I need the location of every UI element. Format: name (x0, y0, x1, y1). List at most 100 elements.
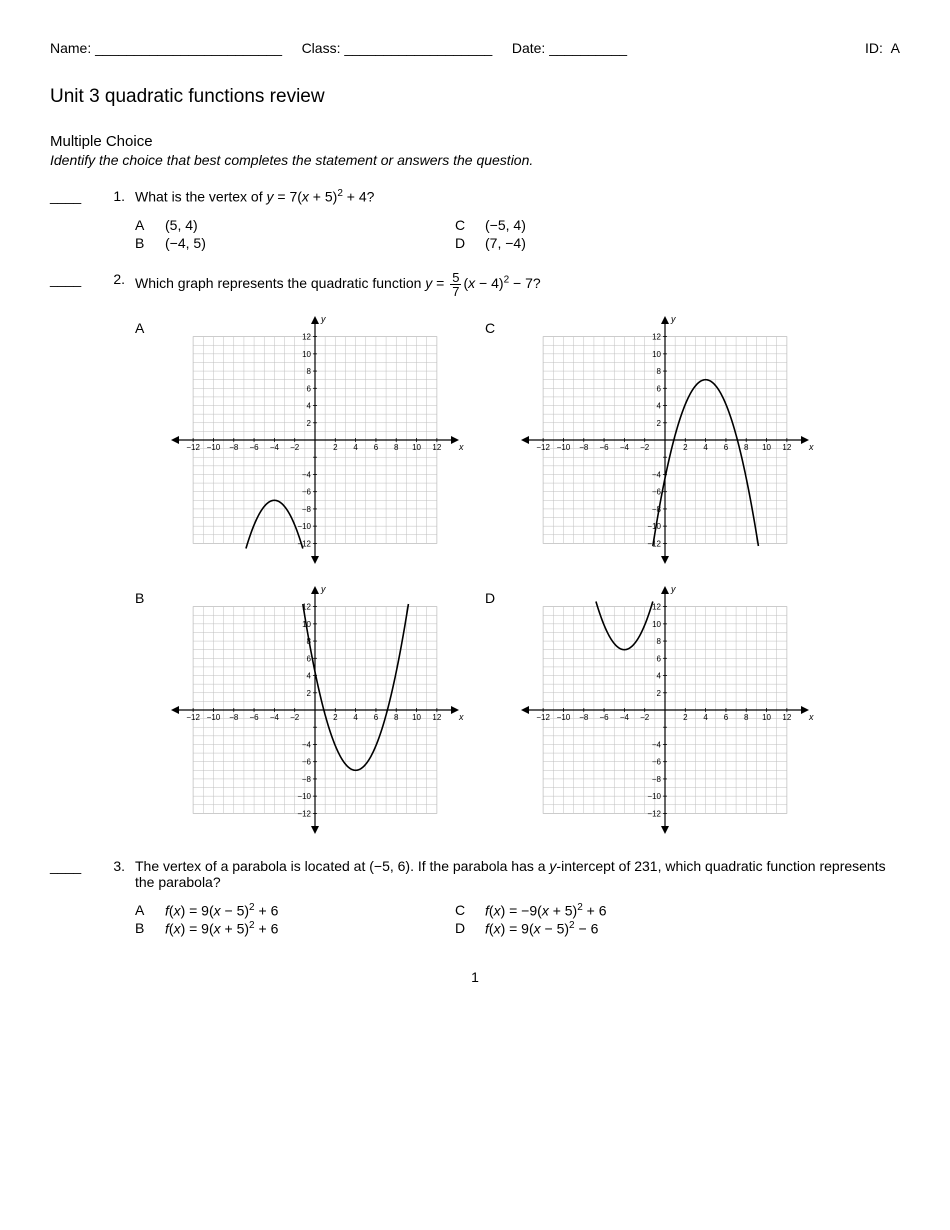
svg-text:6: 6 (724, 713, 729, 722)
svg-text:6: 6 (374, 713, 379, 722)
q2-text-post: ? (533, 275, 541, 291)
svg-text:−8: −8 (302, 505, 312, 514)
graph-grid: A −12−12−10−10−8−8−6−6−4−4−2224466881010… (135, 310, 900, 840)
svg-text:2: 2 (307, 688, 312, 697)
choice-letter: A (135, 902, 165, 919)
choices: A(5, 4) B(−4, 5) C(−5, 4) D(7, −4) (135, 217, 900, 253)
svg-text:−8: −8 (302, 775, 312, 784)
svg-text:8: 8 (657, 637, 662, 646)
svg-text:x: x (808, 712, 814, 722)
question-text: The vertex of a parabola is located at (… (135, 858, 900, 890)
svg-text:2: 2 (307, 418, 312, 427)
svg-text:−12: −12 (186, 713, 200, 722)
svg-text:−10: −10 (207, 713, 221, 722)
svg-text:−10: −10 (207, 443, 221, 452)
answer-blank: ____ (50, 188, 90, 253)
choice-letter: B (135, 920, 165, 937)
choice-b: f(x) = 9(x + 5)2 + 6 (165, 920, 455, 937)
svg-text:y: y (670, 584, 676, 594)
svg-text:4: 4 (703, 443, 708, 452)
question-text: What is the vertex of y = 7(x + 5)2 + 4? (135, 188, 900, 205)
svg-text:−10: −10 (557, 443, 571, 452)
svg-text:4: 4 (307, 401, 312, 410)
svg-text:4: 4 (657, 401, 662, 410)
svg-text:−12: −12 (536, 713, 550, 722)
graph-c: −12−12−10−10−8−8−6−6−4−4−222446688101012… (515, 310, 835, 570)
svg-text:y: y (320, 584, 326, 594)
svg-text:−6: −6 (302, 757, 312, 766)
svg-text:10: 10 (652, 350, 661, 359)
svg-text:−6: −6 (600, 713, 610, 722)
svg-text:−8: −8 (579, 443, 589, 452)
svg-text:−6: −6 (250, 713, 260, 722)
svg-text:−4: −4 (652, 740, 662, 749)
svg-text:x: x (458, 442, 464, 452)
svg-text:−2: −2 (290, 713, 300, 722)
svg-text:−12: −12 (297, 539, 311, 548)
question-text: Which graph represents the quadratic fun… (135, 271, 900, 298)
svg-text:12: 12 (302, 332, 311, 341)
svg-text:−12: −12 (647, 539, 661, 548)
page-number: 1 (50, 969, 900, 985)
svg-text:6: 6 (307, 384, 312, 393)
svg-text:−8: −8 (652, 775, 662, 784)
name-field: Name: ________________________ (50, 40, 282, 56)
svg-text:−6: −6 (652, 487, 662, 496)
choice-d: (7, −4) (485, 235, 775, 251)
svg-text:−2: −2 (640, 443, 650, 452)
svg-text:−12: −12 (186, 443, 200, 452)
svg-text:−12: −12 (297, 809, 311, 818)
svg-text:−10: −10 (297, 522, 311, 531)
choice-c: (−5, 4) (485, 217, 775, 233)
svg-text:8: 8 (657, 367, 662, 376)
graph-label-c: C (485, 310, 515, 570)
svg-text:2: 2 (683, 713, 688, 722)
graph-label-d: D (485, 580, 515, 840)
svg-text:−4: −4 (270, 713, 280, 722)
page-title: Unit 3 quadratic functions review (50, 86, 900, 108)
svg-text:−6: −6 (652, 757, 662, 766)
choice-d: f(x) = 9(x − 5)2 − 6 (485, 920, 775, 937)
svg-text:4: 4 (703, 713, 708, 722)
svg-text:12: 12 (782, 713, 791, 722)
svg-text:x: x (808, 442, 814, 452)
graph-label-b: B (135, 580, 165, 840)
date-field: Date: __________ (512, 40, 627, 56)
svg-text:4: 4 (353, 713, 358, 722)
svg-text:−10: −10 (297, 792, 311, 801)
svg-text:y: y (670, 314, 676, 324)
svg-text:−12: −12 (647, 809, 661, 818)
svg-text:12: 12 (782, 443, 791, 452)
class-field: Class: ___________________ (302, 40, 493, 56)
svg-text:−4: −4 (620, 713, 630, 722)
choice-a: (5, 4) (165, 217, 455, 233)
q1-text-pre: What is the vertex of (135, 189, 267, 205)
choice-b: (−4, 5) (165, 235, 455, 251)
svg-text:x: x (458, 712, 464, 722)
question-number: 1. (90, 188, 135, 253)
svg-text:−10: −10 (647, 522, 661, 531)
svg-text:2: 2 (657, 688, 662, 697)
svg-text:12: 12 (432, 443, 441, 452)
svg-text:−2: −2 (640, 713, 650, 722)
choice-letter: A (135, 217, 165, 233)
svg-text:2: 2 (683, 443, 688, 452)
question-2: ____ 2. Which graph represents the quadr… (50, 271, 900, 840)
q1-text-post: ? (367, 189, 375, 205)
id-field: ID: A (865, 40, 900, 56)
svg-text:−4: −4 (270, 443, 280, 452)
choices: Af(x) = 9(x − 5)2 + 6 Bf(x) = 9(x + 5)2 … (135, 902, 900, 939)
choice-a: f(x) = 9(x − 5)2 + 6 (165, 902, 455, 919)
choice-c: f(x) = −9(x + 5)2 + 6 (485, 902, 775, 919)
q2-text-pre: Which graph represents the quadratic fun… (135, 275, 425, 291)
svg-text:−6: −6 (250, 443, 260, 452)
svg-text:−8: −8 (229, 443, 239, 452)
choice-letter: D (455, 920, 485, 937)
question-1: ____ 1. What is the vertex of y = 7(x + … (50, 188, 900, 253)
choice-letter: C (455, 217, 485, 233)
y-italic: y (549, 858, 556, 874)
svg-text:4: 4 (657, 671, 662, 680)
id-value: A (891, 40, 900, 56)
question-3: ____ 3. The vertex of a parabola is loca… (50, 858, 900, 939)
choice-letter: B (135, 235, 165, 251)
